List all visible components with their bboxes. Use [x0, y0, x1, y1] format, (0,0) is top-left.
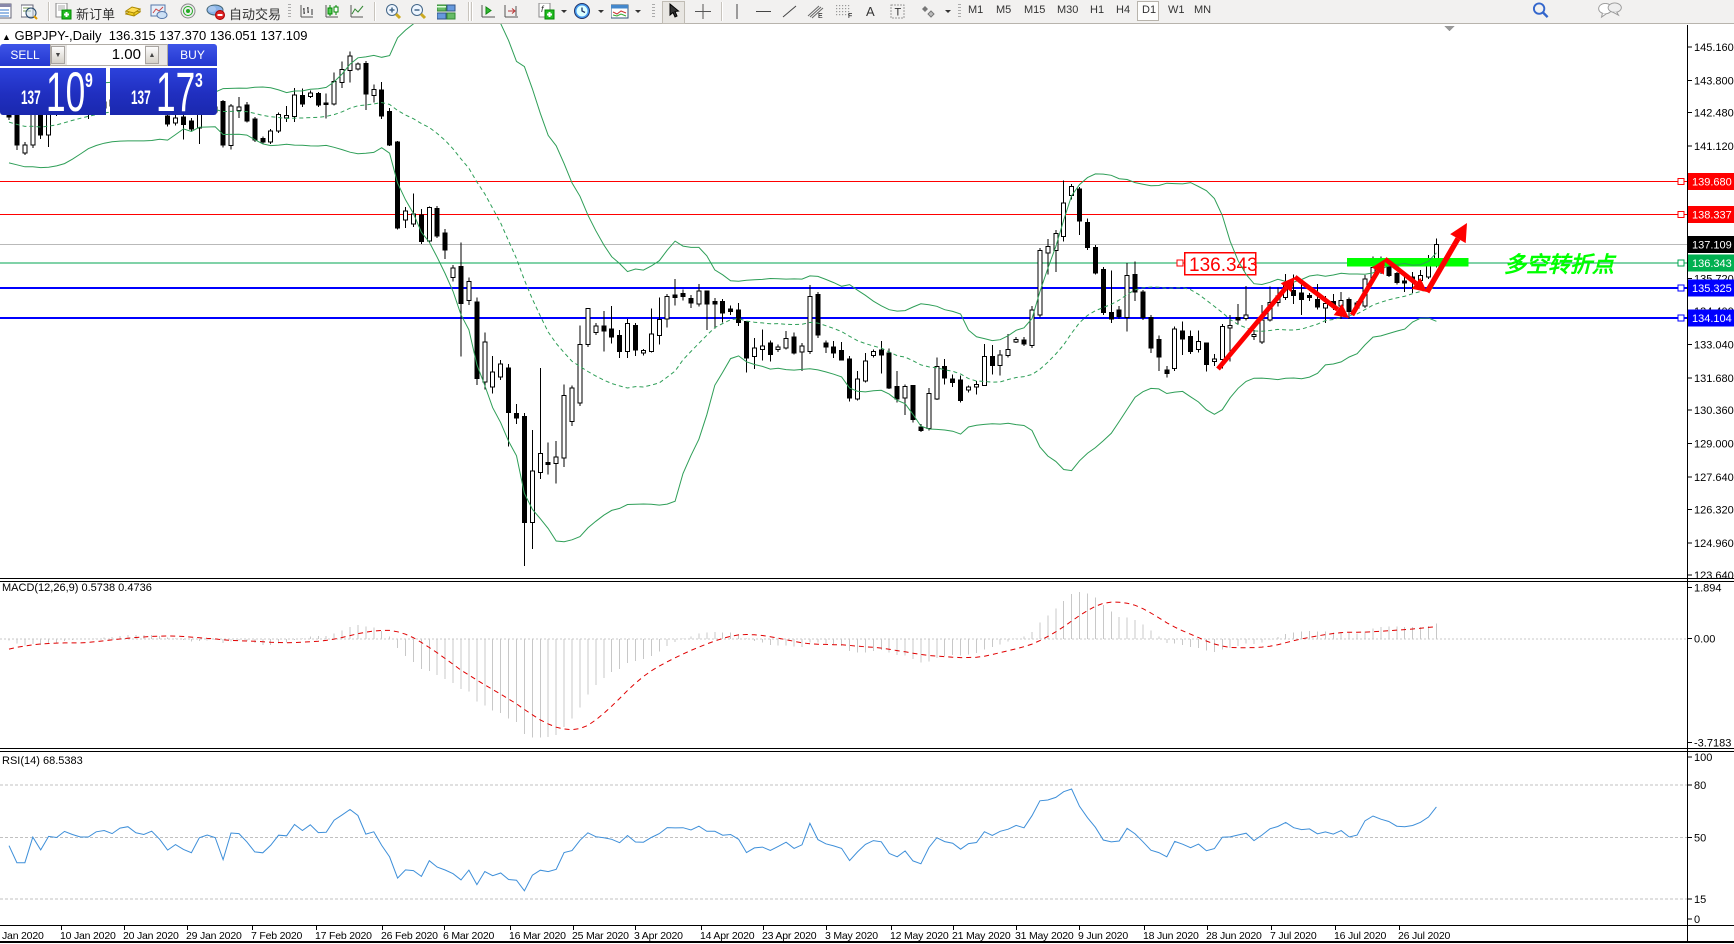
svg-text:143.800: 143.800: [1694, 75, 1734, 87]
svg-text:136.343: 136.343: [1692, 258, 1732, 270]
svg-text:3 Apr 2020: 3 Apr 2020: [634, 930, 683, 942]
svg-text:26 Feb 2020: 26 Feb 2020: [381, 930, 438, 942]
svg-text:17 Feb 2020: 17 Feb 2020: [315, 930, 372, 942]
svg-text:137.109: 137.109: [1692, 240, 1732, 252]
svg-text:142.480: 142.480: [1694, 108, 1734, 120]
svg-text:134.104: 134.104: [1692, 313, 1732, 325]
svg-text:23 Apr 2020: 23 Apr 2020: [762, 930, 817, 942]
svg-text:T: T: [895, 7, 902, 19]
svg-text:E: E: [818, 13, 823, 20]
svg-text:f: f: [541, 4, 545, 14]
svg-text:26 Jul 2020: 26 Jul 2020: [1398, 930, 1450, 942]
svg-text:145.160: 145.160: [1694, 42, 1734, 54]
svg-text:3 May 2020: 3 May 2020: [825, 930, 878, 942]
svg-text:Jan 2020: Jan 2020: [2, 930, 44, 942]
svg-text:0: 0: [1694, 914, 1700, 926]
svg-text:131.680: 131.680: [1694, 373, 1734, 385]
svg-text:9 Jun 2020: 9 Jun 2020: [1078, 930, 1128, 942]
svg-text:F: F: [848, 13, 852, 20]
svg-text:20 Jan 2020: 20 Jan 2020: [123, 930, 179, 942]
svg-text:15: 15: [1694, 894, 1706, 906]
svg-text:126.320: 126.320: [1694, 504, 1734, 516]
svg-text:28 Jun 2020: 28 Jun 2020: [1206, 930, 1262, 942]
svg-text:100: 100: [1694, 752, 1712, 764]
svg-text:29 Jan 2020: 29 Jan 2020: [186, 930, 242, 942]
svg-text:RSI(14) 68.5383: RSI(14) 68.5383: [2, 755, 83, 767]
svg-text:130.360: 130.360: [1694, 405, 1734, 417]
svg-text:141.120: 141.120: [1694, 141, 1734, 153]
svg-text:139.680: 139.680: [1692, 176, 1732, 188]
svg-text:136.343: 136.343: [1189, 255, 1258, 276]
svg-text:多空转折点: 多空转折点: [1504, 252, 1617, 277]
svg-text:133.040: 133.040: [1694, 339, 1734, 351]
svg-text:16 Mar 2020: 16 Mar 2020: [509, 930, 566, 942]
svg-text:50: 50: [1694, 833, 1706, 845]
svg-text:16 Jul 2020: 16 Jul 2020: [1334, 930, 1386, 942]
svg-text:12 May 2020: 12 May 2020: [890, 930, 949, 942]
svg-text:14 Apr 2020: 14 Apr 2020: [700, 930, 755, 942]
svg-text:-3.7183: -3.7183: [1694, 737, 1731, 749]
svg-text:138.337: 138.337: [1692, 209, 1732, 221]
svg-text:1.894: 1.894: [1694, 582, 1722, 594]
svg-text:31 May 2020: 31 May 2020: [1015, 930, 1074, 942]
svg-text:MACD(12,26,9) 0.5738 0.4736: MACD(12,26,9) 0.5738 0.4736: [2, 582, 152, 594]
svg-text:80: 80: [1694, 780, 1706, 792]
svg-text:129.000: 129.000: [1694, 439, 1734, 451]
svg-text:123.640: 123.640: [1694, 570, 1734, 582]
svg-text:7 Feb 2020: 7 Feb 2020: [251, 930, 302, 942]
svg-text:124.960: 124.960: [1694, 538, 1734, 550]
svg-text:10 Jan 2020: 10 Jan 2020: [60, 930, 116, 942]
svg-text:6 Mar 2020: 6 Mar 2020: [443, 930, 494, 942]
svg-text:7 Jul 2020: 7 Jul 2020: [1270, 930, 1317, 942]
svg-text:135.325: 135.325: [1692, 283, 1732, 295]
svg-text:18 Jun 2020: 18 Jun 2020: [1143, 930, 1199, 942]
svg-text:127.640: 127.640: [1694, 472, 1734, 484]
svg-text:0.00: 0.00: [1694, 634, 1715, 646]
svg-text:25 Mar 2020: 25 Mar 2020: [572, 930, 629, 942]
svg-text:21 May 2020: 21 May 2020: [952, 930, 1011, 942]
